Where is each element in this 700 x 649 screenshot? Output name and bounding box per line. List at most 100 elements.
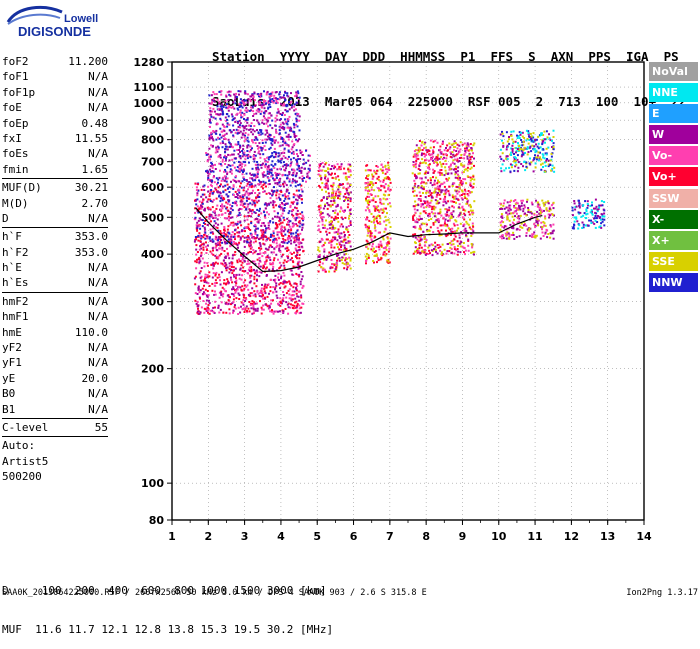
echo-pixel: [322, 212, 324, 214]
echo-pixel: [276, 132, 278, 134]
echo-pixel: [263, 222, 265, 224]
echo-pixel: [453, 149, 455, 151]
echo-pixel: [241, 170, 243, 172]
echo-pixel: [517, 202, 519, 204]
echo-pixel: [462, 216, 464, 218]
echo-pixel: [255, 164, 257, 166]
echo-pixel: [222, 159, 224, 161]
echo-pixel: [373, 248, 375, 250]
echo-pixel: [292, 174, 294, 176]
echo-pixel: [270, 234, 272, 236]
echo-pixel: [387, 238, 389, 240]
echo-pixel: [262, 181, 264, 183]
echo-pixel: [457, 147, 459, 149]
echo-pixel: [428, 150, 430, 152]
echo-pixel: [232, 310, 234, 312]
echo-pixel: [290, 159, 292, 161]
echo-pixel: [265, 149, 267, 151]
echo-pixel: [461, 197, 463, 199]
echo-pixel: [324, 205, 326, 207]
echo-pixel: [239, 294, 241, 296]
echo-pixel: [298, 296, 300, 298]
echo-pixel: [465, 250, 467, 252]
echo-pixel: [302, 239, 304, 241]
echo-pixel: [285, 167, 287, 169]
echo-pixel: [348, 215, 350, 217]
echo-pixel: [501, 208, 503, 210]
echo-pixel: [523, 204, 525, 206]
echo-pixel: [531, 236, 533, 238]
echo-pixel: [199, 245, 201, 247]
echo-pixel: [370, 193, 372, 195]
echo-pixel: [371, 213, 373, 215]
echo-pixel: [273, 259, 275, 261]
echo-pixel: [263, 112, 265, 114]
echo-pixel: [384, 177, 386, 179]
echo-pixel: [421, 145, 423, 147]
echo-pixel: [445, 160, 447, 162]
echo-pixel: [277, 190, 279, 192]
echo-pixel: [334, 236, 336, 238]
echo-pixel: [296, 225, 298, 227]
echo-pixel: [445, 225, 447, 227]
echo-pixel: [433, 146, 435, 148]
echo-pixel: [293, 252, 295, 254]
echo-pixel: [277, 259, 279, 261]
echo-pixel: [241, 264, 243, 266]
echo-pixel: [349, 265, 351, 267]
echo-pixel: [195, 203, 197, 205]
echo-pixel: [217, 239, 219, 241]
echo-pixel: [506, 131, 508, 133]
echo-pixel: [239, 278, 241, 280]
echo-pixel: [525, 214, 527, 216]
echo-pixel: [244, 109, 246, 111]
echo-pixel: [255, 212, 257, 214]
echo-pixel: [293, 193, 295, 195]
echo-pixel: [251, 186, 253, 188]
echo-pixel: [387, 164, 389, 166]
echo-pixel: [322, 227, 324, 229]
echo-pixel: [463, 242, 465, 244]
echo-pixel: [544, 161, 546, 163]
echo-pixel: [238, 197, 240, 199]
echo-pixel: [535, 163, 537, 165]
echo-pixel: [341, 244, 343, 246]
echo-pixel: [366, 206, 368, 208]
echo-pixel: [263, 288, 265, 290]
echo-pixel: [456, 186, 458, 188]
echo-pixel: [230, 277, 232, 279]
echo-pixel: [283, 155, 285, 157]
echo-pixel: [350, 222, 352, 224]
echo-pixel: [325, 191, 327, 193]
echo-pixel: [467, 239, 469, 241]
echo-pixel: [258, 293, 260, 295]
echo-pixel: [224, 151, 226, 153]
echo-pixel: [300, 297, 302, 299]
echo-pixel: [422, 223, 424, 225]
echo-pixel: [425, 241, 427, 243]
echo-pixel: [281, 137, 283, 139]
echo-pixel: [209, 207, 211, 209]
echo-pixel: [332, 210, 334, 212]
echo-pixel: [238, 214, 240, 216]
echo-pixel: [295, 185, 297, 187]
echo-pixel: [540, 238, 542, 240]
echo-pixel: [271, 120, 273, 122]
echo-pixel: [543, 202, 545, 204]
echo-pixel: [276, 295, 278, 297]
echo-pixel: [377, 166, 379, 168]
echo-pixel: [500, 167, 502, 169]
echo-pixel: [463, 213, 465, 215]
echo-pixel: [546, 148, 548, 150]
echo-pixel: [321, 182, 323, 184]
echo-pixel: [270, 202, 272, 204]
echo-pixel: [552, 165, 554, 167]
echo-pixel: [388, 261, 390, 263]
echo-pixel: [283, 200, 285, 202]
echo-pixel: [553, 146, 555, 148]
echo-pixel: [280, 276, 282, 278]
echo-pixel: [327, 171, 329, 173]
echo-pixel: [441, 166, 443, 168]
echo-pixel: [430, 182, 432, 184]
echo-pixel: [531, 135, 533, 137]
